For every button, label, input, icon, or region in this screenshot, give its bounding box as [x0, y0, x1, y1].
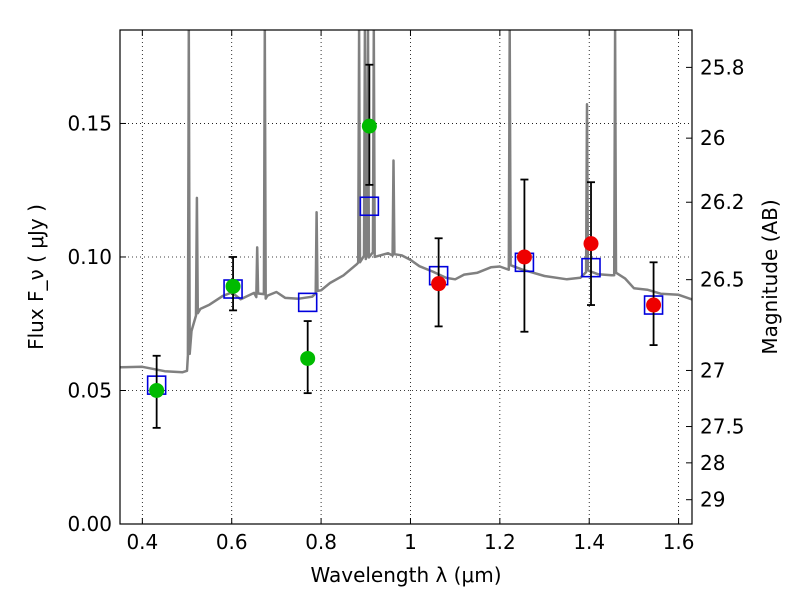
plot-area — [120, 30, 692, 429]
observed-point — [646, 297, 662, 313]
ticks: 0.4 0.6 0.8 1 1.2 1.4 1.6 0.00 0.05 0.10 0.15 25.8 2… — [67, 30, 745, 554]
right-axis-label: Magnitude (AB) — [758, 199, 782, 354]
y-tick-label: 0.15 — [67, 111, 112, 135]
observed-point — [516, 249, 532, 265]
right-tick-label: 28 — [700, 451, 725, 475]
observed-point — [431, 276, 447, 292]
observed-point — [225, 278, 241, 294]
x-tick-label: 1.6 — [663, 530, 695, 554]
observed-point — [149, 382, 165, 398]
x-tick-label: 1.2 — [484, 530, 516, 554]
right-tick-label: 26.5 — [700, 268, 745, 292]
sed-spectrum-line — [120, 30, 692, 374]
x-tick-label: 0.8 — [305, 530, 337, 554]
x-tick-label: 0.6 — [216, 530, 248, 554]
y-tick-label: 0.05 — [67, 378, 112, 402]
x-tick-label: 1.4 — [573, 530, 605, 554]
y-tick-label: 0.00 — [67, 512, 112, 536]
right-tick-label: 26.2 — [700, 190, 745, 214]
x-axis-label: Wavelength λ (μm) — [310, 563, 501, 587]
right-tick-label: 26 — [700, 126, 725, 150]
model-flux-box — [297, 292, 318, 313]
model-flux-box — [359, 196, 380, 217]
y-axis-label: Flux F_ν ( μJy ) — [24, 204, 48, 350]
right-tick-label: 25.8 — [700, 55, 745, 79]
y-tick-label: 0.10 — [67, 245, 112, 269]
observed-point — [300, 350, 316, 366]
right-tick-label: 27.5 — [700, 415, 745, 439]
right-tick-label: 27 — [700, 358, 725, 382]
x-tick-label: 1 — [404, 530, 417, 554]
right-tick-label: 29 — [700, 488, 725, 512]
grid — [120, 30, 692, 524]
plot-frame — [119, 29, 693, 525]
observed-point — [583, 236, 599, 252]
observed-point — [361, 118, 377, 134]
x-tick-label: 0.4 — [126, 530, 158, 554]
